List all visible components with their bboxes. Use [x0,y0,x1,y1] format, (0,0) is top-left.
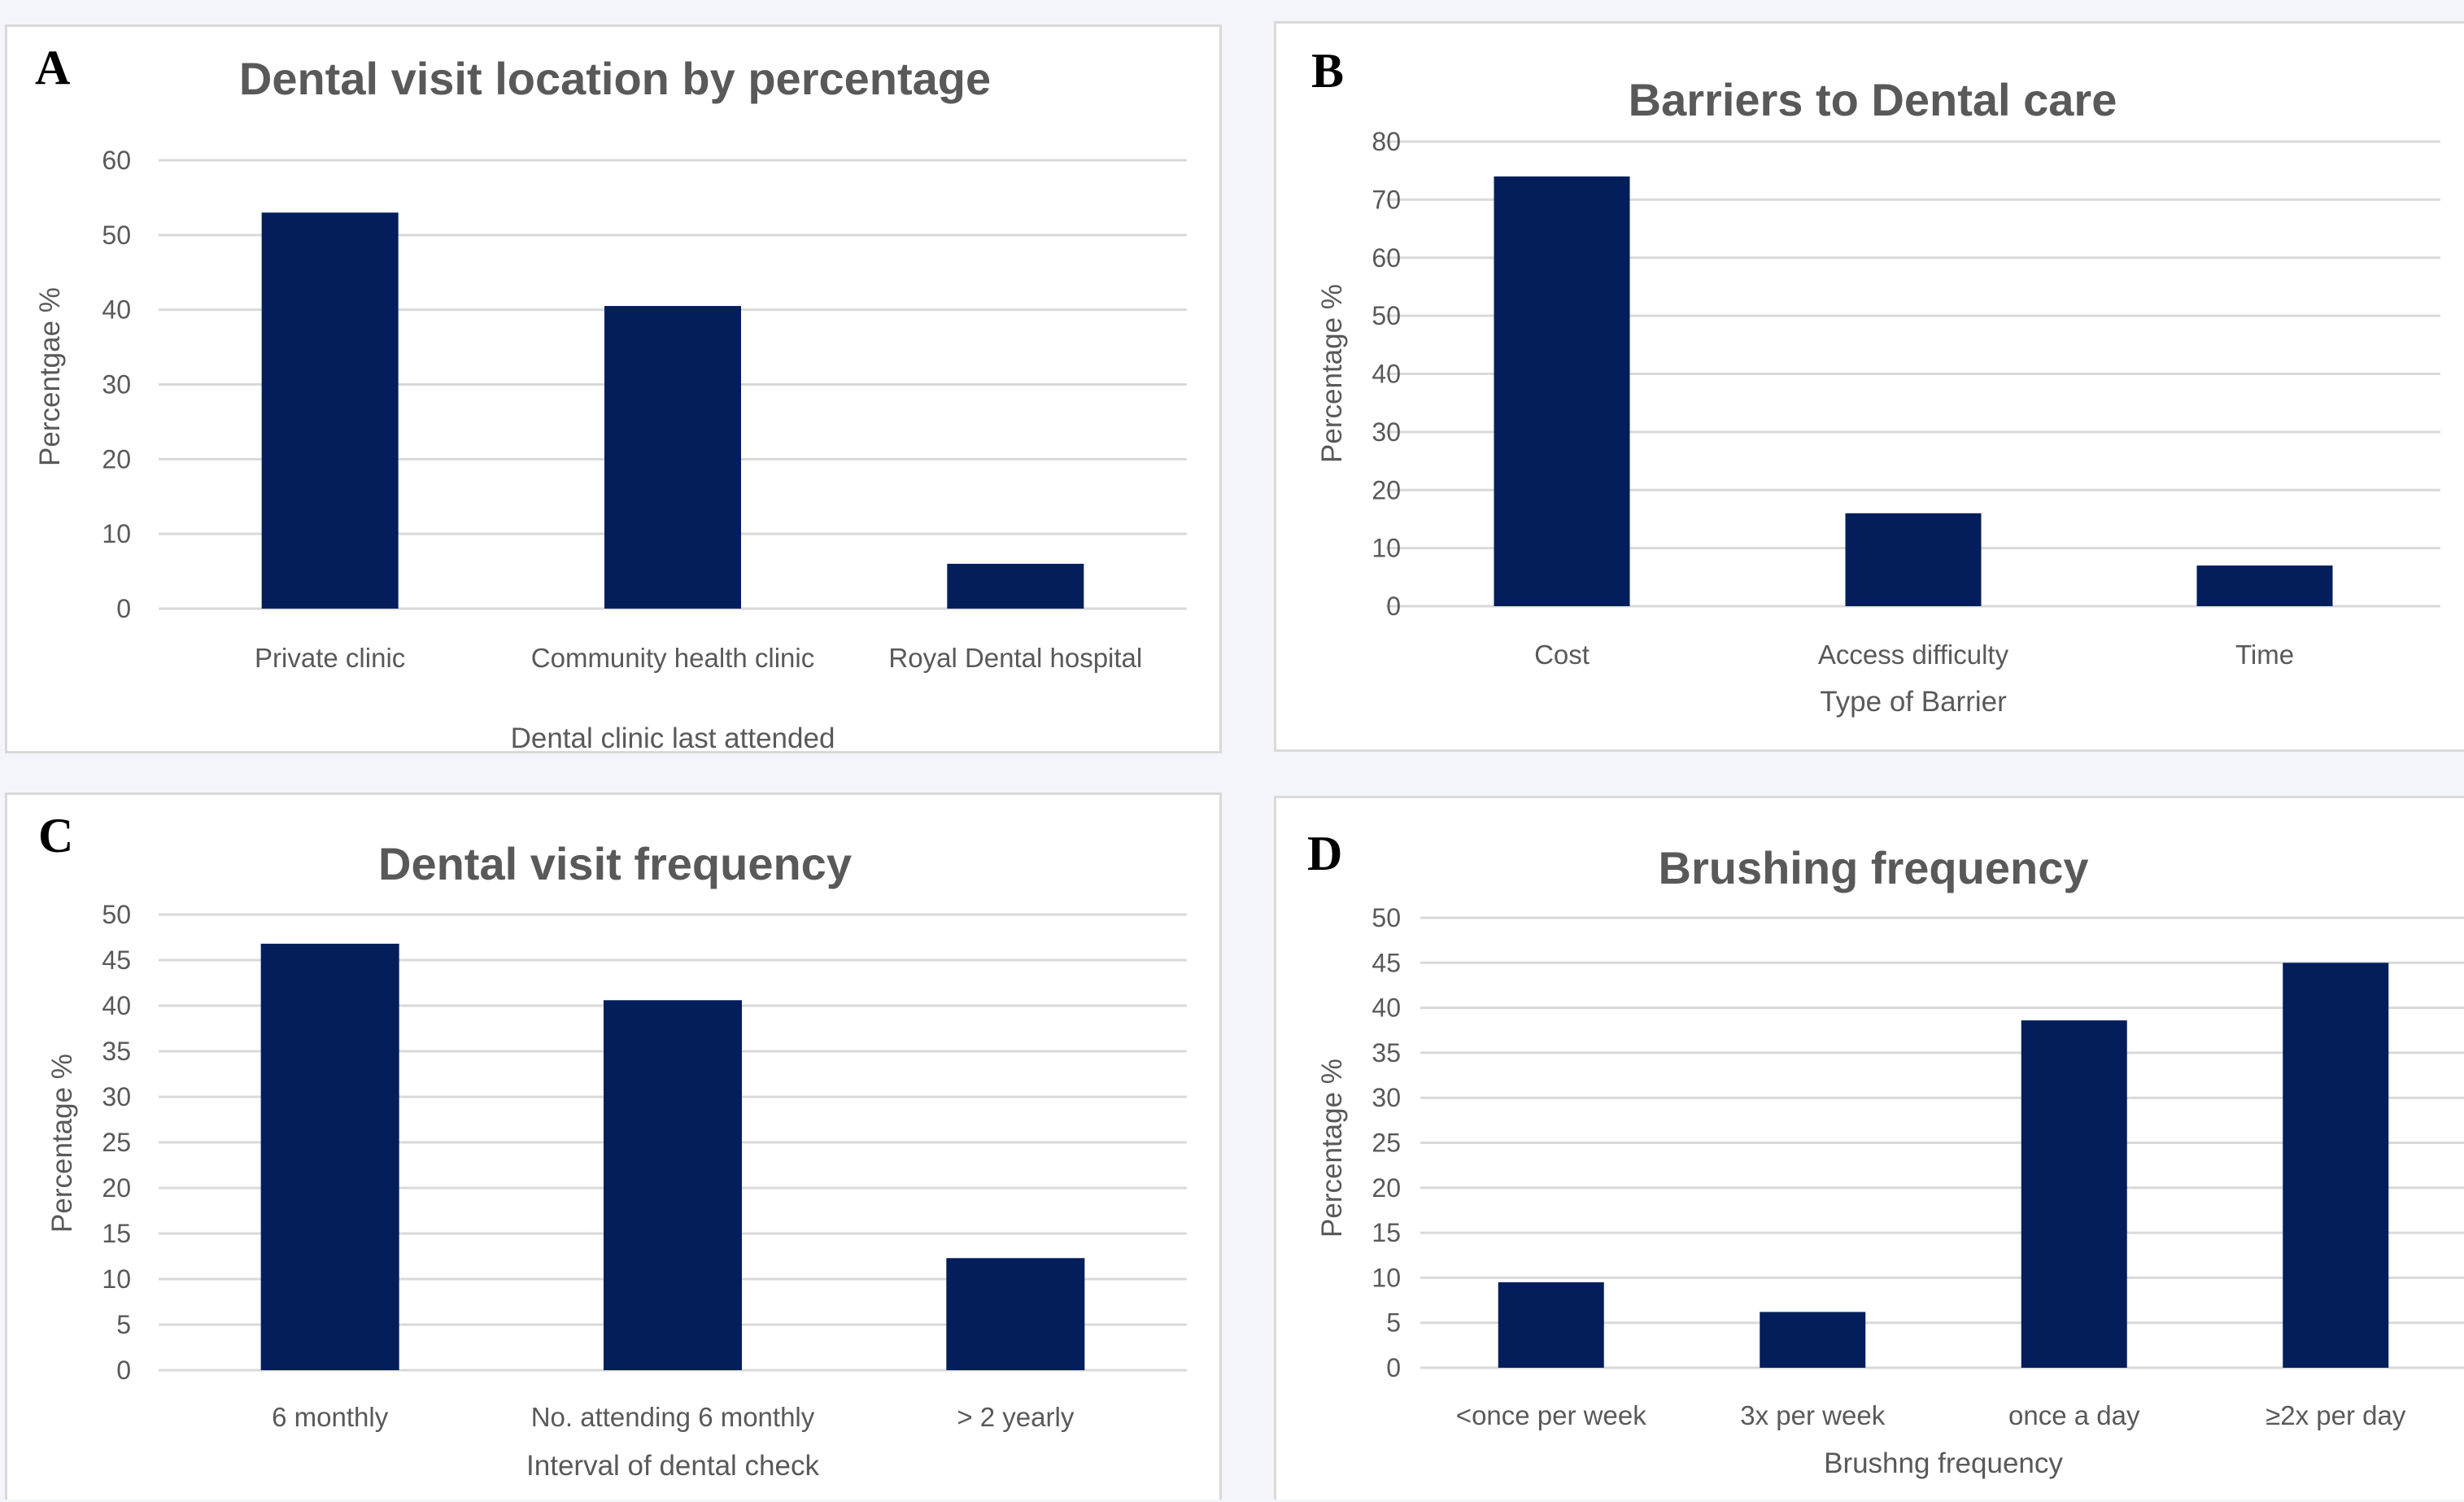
y-axis-label: Percentage % [1316,1059,1348,1238]
y-tick-label: 60 [102,146,131,175]
y-tick-label: 10 [102,519,131,548]
x-category-label: Community health clinic [531,643,814,673]
y-tick-label: 50 [102,900,131,929]
x-category-label: Royal Dental hospital [888,643,1142,673]
y-tick-label: 40 [1372,360,1401,389]
y-tick-label: 30 [102,1082,131,1111]
y-tick-label: 40 [102,295,131,325]
y-tick-label: 0 [1386,592,1401,621]
y-tick-label: 50 [1372,903,1401,932]
y-tick-label: 50 [1372,301,1401,330]
y-tick-label: 15 [102,1219,131,1248]
y-tick-label: 15 [1372,1218,1401,1247]
bar [947,563,1084,609]
y-tick-label: 30 [1372,417,1401,447]
x-category-label: 6 monthly [272,1402,389,1432]
bar [260,943,399,1370]
y-tick-label: 70 [1372,185,1401,214]
chart-panel-b: B 0 10 20 30 40 50 60 70 80 Cost Access difficulty… [1274,21,2464,752]
chart-title: Dental visit frequency [378,838,852,889]
y-tick-label: 45 [1372,948,1401,977]
bar [261,212,399,609]
chart-title: Dental visit location by percentage [239,53,991,104]
x-category-label: Access difficulty [1818,640,2009,670]
x-category-label: ≥2x per day [2266,1400,2406,1430]
x-category-label: No. attending 6 monthly [531,1402,815,1432]
bar [2196,565,2333,606]
panel-letter: C [38,809,74,862]
bar [1845,513,1982,606]
y-tick-label: 20 [102,444,131,474]
y-tick-label: 35 [1372,1038,1401,1068]
bar [946,1258,1085,1370]
x-category-label: 3x per week [1740,1400,1885,1430]
bar-chart-barriers-to-dental-care: 0 10 20 30 40 50 60 70 80 Cost Access difficulty Ti… [1316,74,2440,718]
y-tick-label: 25 [1372,1129,1401,1158]
chart-panel-c: C 0 5 10 15 20 25 30 35 40 45 50 6 monthly No. atten… [5,792,1222,1500]
x-axis-label: Dental clinic last attended [511,723,835,754]
y-tick-label: 80 [1372,127,1401,156]
panel-letter: D [1307,827,1343,880]
chart-title: Brushing frequency [1659,842,2089,893]
bar [1494,176,1630,606]
y-tick-label: 20 [1372,1173,1401,1203]
y-tick-label: 10 [1372,534,1401,563]
chart-panel-a: A 0 10 20 30 40 50 60 Private clinic Community h… [5,24,1222,754]
y-tick-label: 0 [116,594,131,623]
y-axis-label: Percentgae % [34,287,66,466]
x-category-label: once a day [2008,1400,2140,1430]
y-tick-label: 20 [1372,475,1401,504]
bar [604,306,741,609]
y-tick-label: 30 [102,370,131,400]
bar [1498,1282,1604,1368]
bar [1760,1312,1866,1368]
x-category-label: > 2 yearly [957,1402,1074,1432]
x-category-label: Cost [1534,640,1590,670]
y-axis-label: Percentage % [1316,284,1348,463]
y-axis-label: Percentage % [46,1054,78,1233]
x-axis-label: Type of Barrier [1820,686,2007,718]
y-tick-label: 0 [116,1356,131,1385]
bar-chart-brushing-frequency: 0 5 10 15 20 25 30 35 40 45 50 <once per week 3x per… [1316,842,2464,1479]
bar [604,1000,742,1370]
y-tick-label: 0 [1386,1353,1401,1382]
y-tick-label: 50 [102,220,131,250]
y-tick-label: 35 [102,1037,131,1066]
y-tick-label: 5 [116,1310,131,1339]
x-axis-label: Interval of dental check [526,1450,819,1482]
y-tick-label: 25 [102,1128,131,1157]
x-category-label: Private clinic [255,643,405,673]
y-tick-label: 40 [1372,993,1401,1023]
panel-letter: B [1311,44,1345,98]
panel-letter: A [35,41,71,94]
bar-chart-dental-visit-location: 0 10 20 30 40 50 60 Private clinic Community hea… [34,53,1187,754]
chart-title: Barriers to Dental care [1629,74,2117,125]
y-tick-label: 60 [1372,243,1401,273]
y-tick-label: 10 [1372,1263,1401,1292]
bar [2021,1020,2127,1368]
y-tick-label: 40 [102,991,131,1020]
x-category-label: <once per week [1456,1400,1646,1430]
bar-chart-dental-visit-frequency: 0 5 10 15 20 25 30 35 40 45 50 6 monthly No. attendi… [46,838,1187,1482]
bar [2283,963,2389,1368]
chart-panel-d: D 0 5 10 15 20 25 30 35 40 45 50 <once per week 3x p… [1274,796,2464,1500]
y-tick-label: 45 [102,945,131,975]
x-axis-label: Brushng frequency [1824,1447,2063,1479]
y-tick-label: 20 [102,1173,131,1203]
y-tick-label: 5 [1386,1308,1401,1338]
y-tick-label: 30 [1372,1083,1401,1112]
y-tick-label: 10 [102,1264,131,1294]
x-category-label: Time [2235,640,2294,670]
